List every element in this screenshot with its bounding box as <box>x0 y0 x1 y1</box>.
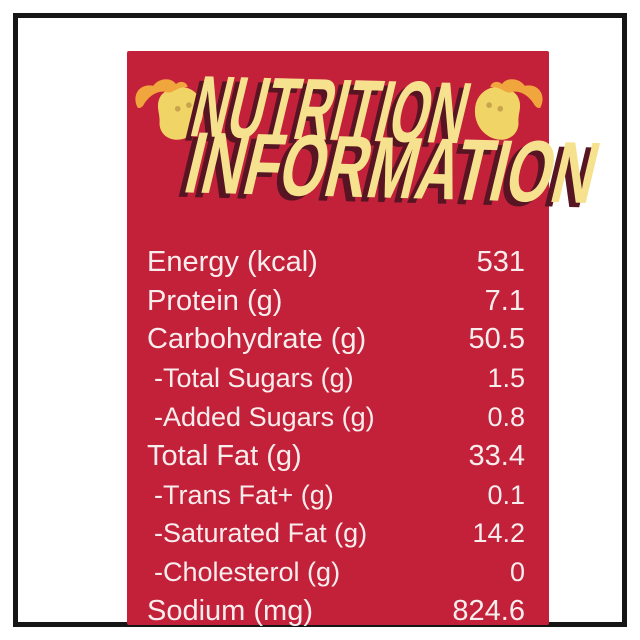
row-label: -Cholesterol (g) <box>154 557 341 588</box>
row-label: Protein (g) <box>147 284 283 317</box>
table-row-carbohydrate: Carbohydrate (g) 50.5 <box>147 321 525 360</box>
row-value: 531 <box>476 245 525 278</box>
table-row-total-fat: Total Fat (g) 33.4 <box>147 437 525 476</box>
image-border-frame: NUTRITION INFORMATION Energy (kcal) 531 … <box>13 13 627 627</box>
row-label: -Added Sugars (g) <box>154 402 375 433</box>
potato-chip-icon <box>457 70 552 150</box>
row-value: 0.1 <box>487 479 525 510</box>
row-value: 33.4 <box>468 439 525 472</box>
table-row-saturated-fat: -Saturated Fat (g) 14.2 <box>147 515 525 554</box>
title-text-nutrition: NUTRITION <box>182 58 480 163</box>
potato-chip-icon <box>127 70 222 150</box>
row-label: -Trans Fat+ (g) <box>154 479 334 510</box>
row-label: Sodium (mg) <box>147 595 313 628</box>
row-label: Energy (kcal) <box>147 245 318 278</box>
table-row-total-sugars: -Total Sugars (g) 1.5 <box>147 359 525 398</box>
table-row-protein: Protein (g) 7.1 <box>147 282 525 321</box>
row-value: 0.8 <box>487 402 525 433</box>
nutrition-table: Energy (kcal) 531 Protein (g) 7.1 Carboh… <box>147 243 525 631</box>
table-row-trans-fat: -Trans Fat+ (g) 0.1 <box>147 476 525 515</box>
row-label: Carbohydrate (g) <box>147 323 367 356</box>
row-value: 50.5 <box>468 323 525 356</box>
row-value: 14.2 <box>472 518 525 549</box>
table-row-energy: Energy (kcal) 531 <box>147 243 525 282</box>
row-label: -Total Sugars (g) <box>154 363 354 394</box>
row-value: 7.1 <box>484 284 525 317</box>
row-label: Total Fat (g) <box>147 439 302 472</box>
nutrition-label-card: NUTRITION INFORMATION Energy (kcal) 531 … <box>127 51 608 627</box>
row-value: 824.6 <box>452 595 525 628</box>
row-value: 0 <box>509 557 525 588</box>
row-label: -Saturated Fat (g) <box>154 518 368 549</box>
table-row-sodium: Sodium (mg) 824.6 <box>147 592 525 631</box>
table-row-added-sugars: -Added Sugars (g) 0.8 <box>147 398 525 437</box>
row-value: 1.5 <box>487 363 525 394</box>
table-row-cholesterol: -Cholesterol (g) 0 <box>147 553 525 592</box>
